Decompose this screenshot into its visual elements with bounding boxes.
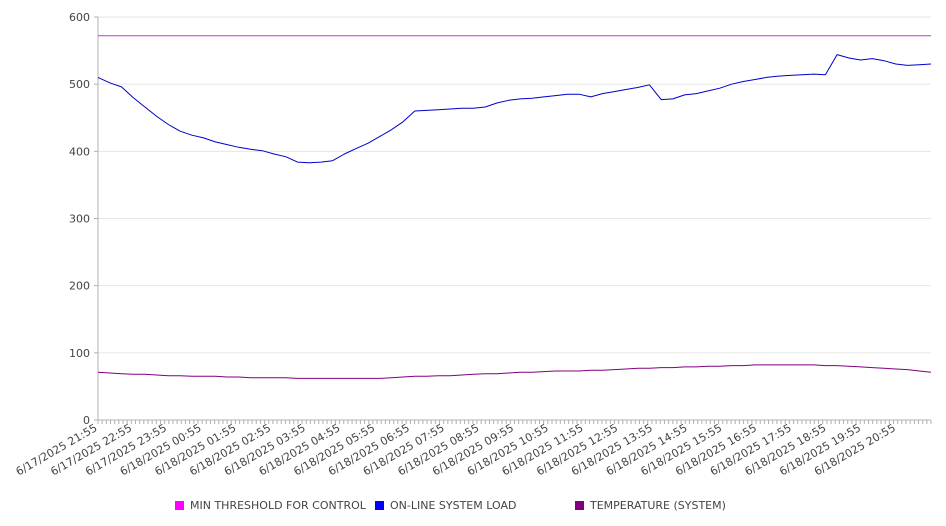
legend-swatch-temperature (575, 501, 584, 510)
system-load-line (97, 54, 932, 164)
y-axis-ticks: 0 100 200 300 400 500 600 (69, 11, 98, 427)
legend-label-temperature: TEMPERATURE (SYSTEM) (590, 499, 726, 512)
y-tick-label: 200 (69, 280, 90, 293)
legend-item-temperature[interactable]: TEMPERATURE (SYSTEM) (575, 499, 726, 512)
legend-label-system-load: ON-LINE SYSTEM LOAD (390, 499, 517, 512)
series-lines (97, 35, 932, 379)
legend-item-min-threshold[interactable]: MIN THRESHOLD FOR CONTROL (175, 499, 366, 512)
legend-item-system-load[interactable]: ON-LINE SYSTEM LOAD (375, 499, 516, 512)
legend-label-min-threshold: MIN THRESHOLD FOR CONTROL (190, 499, 366, 512)
temperature-line (97, 364, 932, 379)
legend-swatch-min-threshold (175, 501, 184, 510)
chart-legend: MIN THRESHOLD FOR CONTROL ON-LINE SYSTEM… (0, 499, 946, 513)
y-tick-label: 100 (69, 347, 90, 360)
y-tick-label: 600 (69, 11, 90, 24)
grid-lines (98, 16, 931, 421)
legend-swatch-system-load (375, 501, 384, 510)
y-tick-label: 300 (69, 213, 90, 226)
x-axis-ticks: 6/17/2025 21:556/17/2025 22:556/17/2025 … (14, 420, 932, 478)
y-tick-label: 0 (83, 414, 90, 427)
y-tick-label: 500 (69, 78, 90, 91)
y-tick-label: 400 (69, 145, 90, 158)
